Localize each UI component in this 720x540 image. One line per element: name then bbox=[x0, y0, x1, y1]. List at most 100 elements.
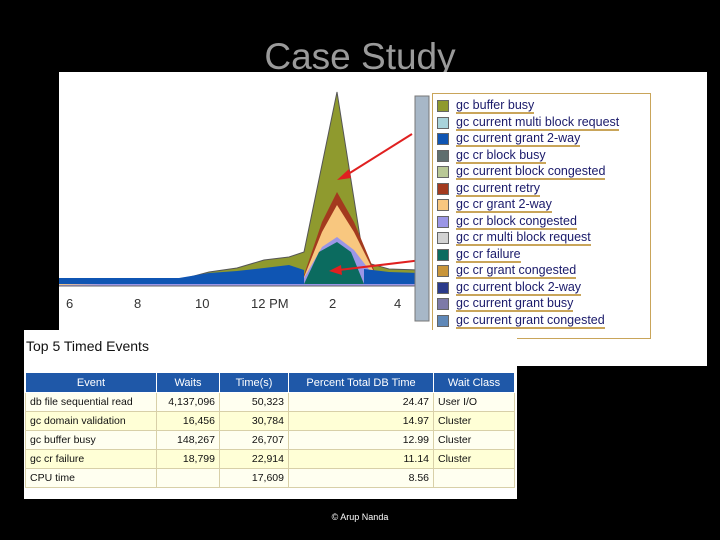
x-tick-label: 12 PM bbox=[251, 296, 289, 311]
legend-swatch bbox=[437, 282, 449, 294]
chart-scrollbar[interactable] bbox=[414, 95, 430, 322]
legend-swatch bbox=[437, 183, 449, 195]
legend-label: gc current grant busy bbox=[456, 295, 574, 312]
time-cell: 30,784 bbox=[219, 411, 289, 431]
x-tick-label: 8 bbox=[134, 296, 142, 311]
x-tick-label: 4 bbox=[394, 296, 402, 311]
event-name: db file sequential read bbox=[25, 392, 157, 412]
column-header[interactable]: Wait Class bbox=[433, 372, 515, 393]
wait-class-cell: Cluster bbox=[433, 411, 515, 431]
percent-cell: 12.99 bbox=[288, 430, 434, 450]
x-tick-label: 2 bbox=[329, 296, 337, 311]
wait-class-cell: Cluster bbox=[433, 430, 515, 450]
waits-cell: 148,267 bbox=[156, 430, 220, 450]
legend-item[interactable]: gc current block 2-way bbox=[437, 279, 582, 296]
event-name: gc buffer busy bbox=[25, 430, 157, 450]
legend-swatch bbox=[437, 249, 449, 261]
legend-label: gc cr block busy bbox=[456, 147, 546, 164]
area-gc-current-grant-2way bbox=[59, 265, 304, 284]
table-row: gc domain validation 16,456 30,784 14.97… bbox=[25, 411, 515, 431]
legend-swatch bbox=[437, 298, 449, 310]
top-events-table: Event Waits Time(s) Percent Total DB Tim… bbox=[25, 372, 515, 488]
legend-label: gc current grant 2-way bbox=[456, 130, 581, 147]
arrow-1-head bbox=[337, 169, 351, 180]
table-row: CPU time 17,609 8.56 bbox=[25, 468, 515, 488]
event-name: gc domain validation bbox=[25, 411, 157, 431]
table-header-row: Event Waits Time(s) Percent Total DB Tim… bbox=[25, 372, 515, 393]
time-cell: 50,323 bbox=[219, 392, 289, 412]
legend-item[interactable]: gc current multi block request bbox=[437, 114, 620, 131]
column-header[interactable]: Percent Total DB Time bbox=[288, 372, 434, 393]
x-tick-label: 6 bbox=[66, 296, 74, 311]
legend-label: gc cr block congested bbox=[456, 213, 577, 230]
legend-item[interactable]: gc cr grant 2-way bbox=[437, 197, 552, 213]
stacked-area-chart bbox=[59, 91, 430, 322]
time-cell: 17,609 bbox=[219, 468, 289, 488]
legend-item[interactable]: gc current grant congested bbox=[437, 313, 605, 329]
table-row: db file sequential read 4,137,096 50,323… bbox=[25, 392, 515, 412]
legend-swatch bbox=[437, 199, 449, 211]
legend-label: gc current grant congested bbox=[456, 312, 605, 329]
waits-cell bbox=[156, 468, 220, 488]
legend-item[interactable]: gc current grant busy bbox=[437, 295, 574, 312]
legend-swatch bbox=[437, 216, 449, 228]
area-gc-cr-failure bbox=[304, 242, 364, 284]
legend-item[interactable]: gc current block congested bbox=[437, 163, 606, 180]
time-cell: 22,914 bbox=[219, 449, 289, 469]
event-name: gc cr failure bbox=[25, 449, 157, 469]
cluster-wait-chart: 6 8 10 12 PM 2 4 gc buffer busy gc curre… bbox=[59, 72, 707, 366]
legend-swatch bbox=[437, 232, 449, 244]
legend-item[interactable]: gc cr grant congested bbox=[437, 262, 577, 279]
column-header[interactable]: Waits bbox=[156, 372, 220, 393]
legend-item[interactable]: gc cr failure bbox=[437, 247, 521, 263]
wait-class-cell: User I/O bbox=[433, 392, 515, 412]
legend-label: gc cr grant 2-way bbox=[456, 196, 552, 213]
legend-item[interactable]: gc current grant 2-way bbox=[437, 130, 581, 147]
legend-label: gc cr multi block request bbox=[456, 229, 591, 246]
x-tick-label: 10 bbox=[195, 296, 210, 311]
arrow-1-line bbox=[344, 133, 413, 177]
column-header[interactable]: Event bbox=[25, 372, 157, 393]
legend-label: gc current retry bbox=[456, 180, 541, 197]
table-row: gc buffer busy 148,267 26,707 12.99 Clus… bbox=[25, 430, 515, 450]
slide-title: Case Study bbox=[264, 36, 456, 77]
legend-swatch bbox=[437, 117, 449, 129]
legend-item[interactable]: gc buffer busy bbox=[437, 97, 535, 114]
wait-class-cell: Cluster bbox=[433, 449, 515, 469]
arrow-2-head bbox=[329, 265, 342, 275]
legend-swatch bbox=[437, 133, 449, 145]
area-gc-current-grant-2way-right bbox=[364, 269, 419, 284]
legend-label: gc current block 2-way bbox=[456, 279, 582, 296]
percent-cell: 8.56 bbox=[288, 468, 434, 488]
waits-cell: 18,799 bbox=[156, 449, 220, 469]
percent-cell: 24.47 bbox=[288, 392, 434, 412]
arrow-2-line bbox=[338, 259, 423, 271]
legend-label: gc current block congested bbox=[456, 163, 606, 180]
table-row: gc cr failure 18,799 22,914 11.14 Cluste… bbox=[25, 449, 515, 469]
slide-footer: © Arup Nanda bbox=[331, 512, 389, 522]
percent-cell: 11.14 bbox=[288, 449, 434, 469]
legend-swatch bbox=[437, 315, 449, 327]
wait-class-cell bbox=[433, 468, 515, 488]
legend-label: gc buffer busy bbox=[456, 97, 535, 114]
chart-legend: gc buffer busy gc current multi block re… bbox=[432, 93, 651, 339]
legend-swatch bbox=[437, 166, 449, 178]
percent-cell: 14.97 bbox=[288, 411, 434, 431]
waits-cell: 4,137,096 bbox=[156, 392, 220, 412]
legend-item[interactable]: gc cr multi block request bbox=[437, 230, 591, 246]
legend-item[interactable]: gc cr block busy bbox=[437, 148, 546, 164]
event-name: CPU time bbox=[25, 468, 157, 488]
legend-label: gc current multi block request bbox=[456, 114, 620, 131]
legend-item[interactable]: gc current retry bbox=[437, 180, 541, 197]
legend-label: gc cr failure bbox=[456, 246, 521, 263]
top-events-panel: Top 5 Timed Events Event Waits Time(s) P… bbox=[24, 330, 517, 499]
events-title: Top 5 Timed Events bbox=[26, 338, 149, 354]
waits-cell: 16,456 bbox=[156, 411, 220, 431]
legend-swatch bbox=[437, 265, 449, 277]
column-header[interactable]: Time(s) bbox=[219, 372, 289, 393]
legend-item[interactable]: gc cr block congested bbox=[437, 214, 577, 230]
legend-label: gc cr grant congested bbox=[456, 262, 577, 279]
legend-swatch bbox=[437, 100, 449, 112]
time-cell: 26,707 bbox=[219, 430, 289, 450]
legend-swatch bbox=[437, 150, 449, 162]
